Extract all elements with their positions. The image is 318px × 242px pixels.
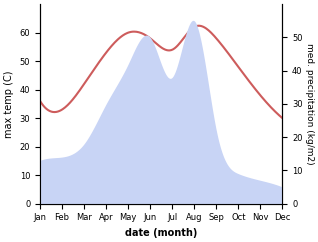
X-axis label: date (month): date (month) (125, 228, 197, 238)
Y-axis label: med. precipitation (kg/m2): med. precipitation (kg/m2) (305, 43, 314, 165)
Y-axis label: max temp (C): max temp (C) (4, 70, 14, 138)
